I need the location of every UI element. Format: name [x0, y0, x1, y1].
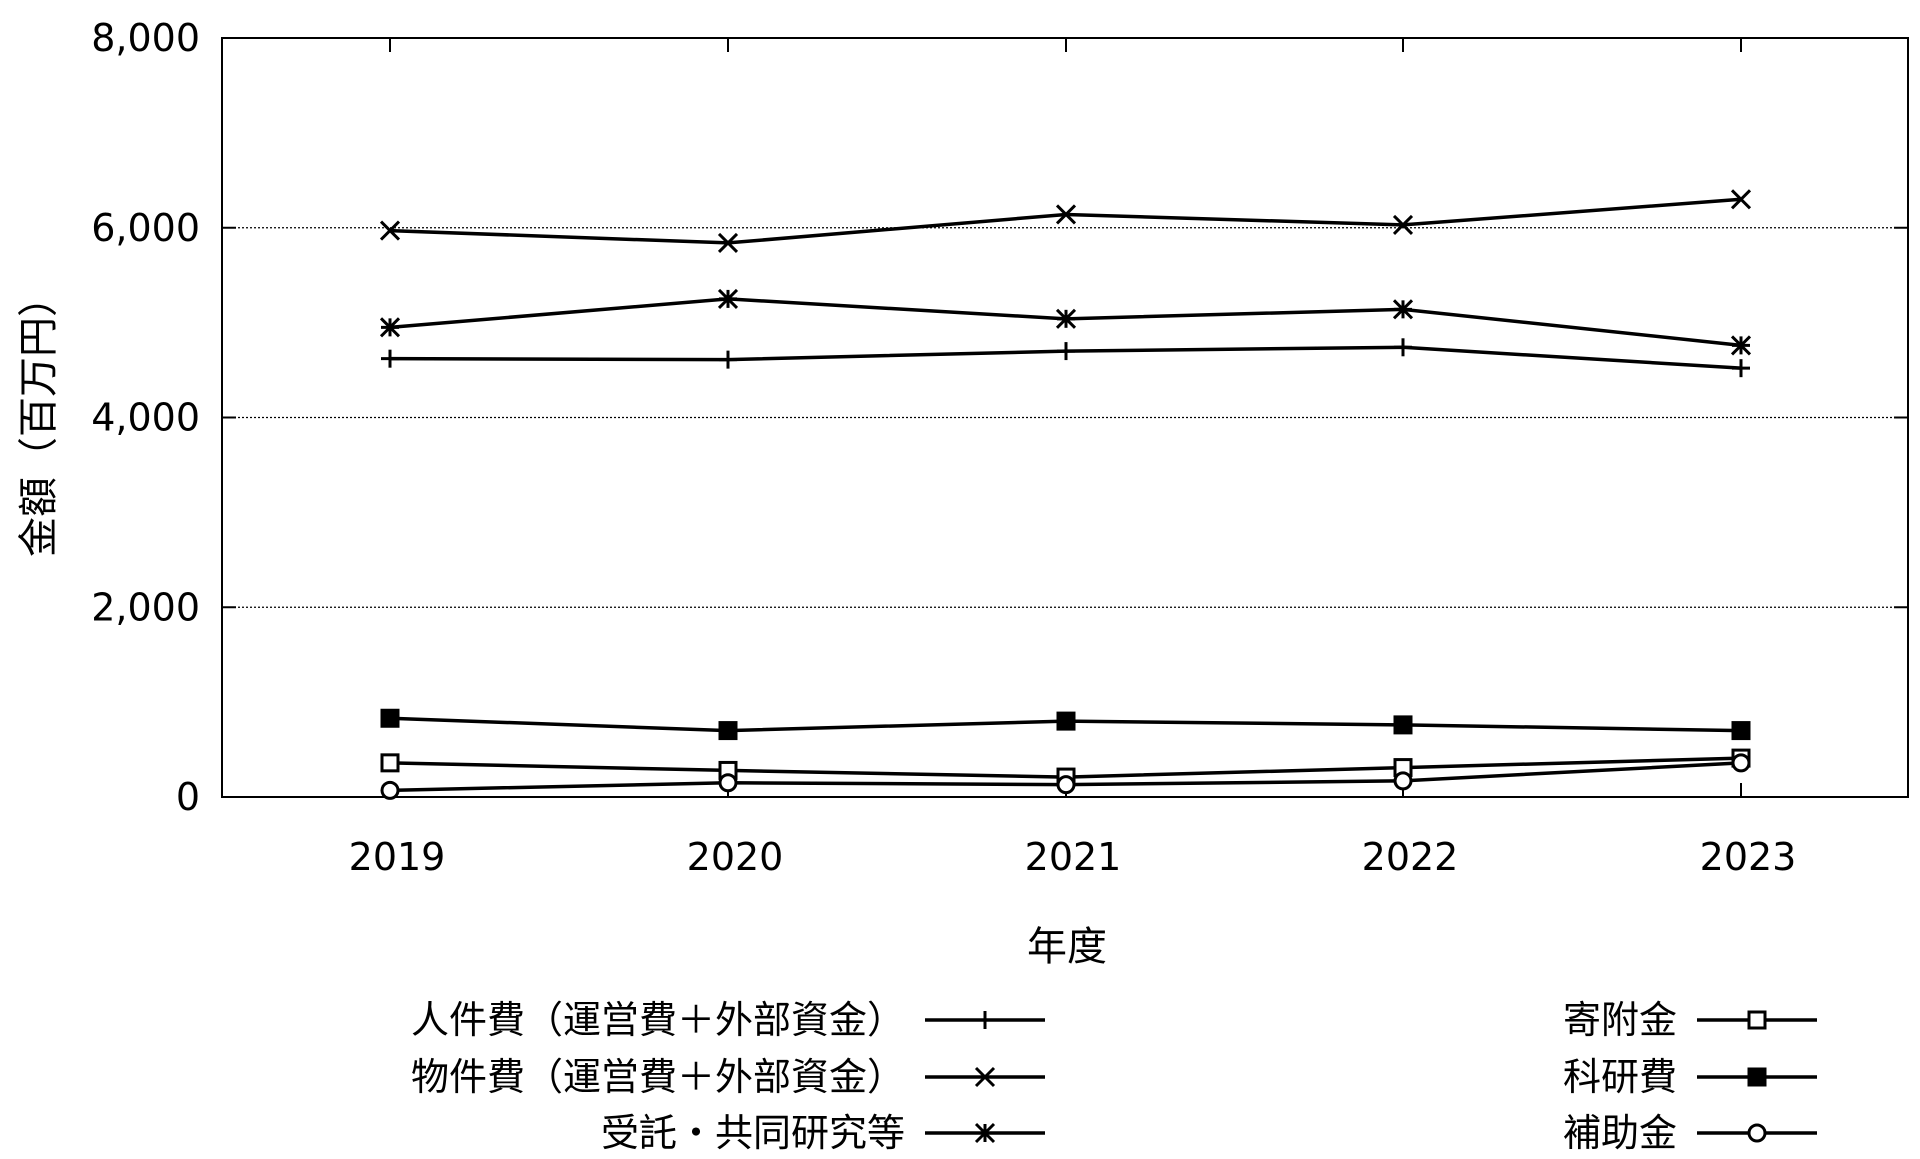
series-cross — [379, 189, 1752, 253]
series-line — [389, 197, 1742, 245]
marker-cross — [1055, 204, 1077, 225]
x-tick-label: 2021 — [1025, 835, 1122, 879]
x-tick-label: 2019 — [349, 835, 446, 879]
marker-square-filled — [380, 708, 400, 728]
marker-star — [974, 1122, 996, 1144]
marker-square-filled — [1747, 1067, 1767, 1087]
marker-star — [1055, 308, 1077, 329]
marker-circle-open — [718, 773, 738, 793]
legend-label: 受託・共同研究等 — [601, 1111, 905, 1155]
legend-item: 物件費（運営費＋外部資金） — [411, 1055, 1045, 1099]
legend-label: 科研費 — [1563, 1055, 1677, 1099]
marker-square-filled — [1731, 721, 1751, 741]
marker-circle-open — [380, 780, 400, 800]
y-tick-label: 4,000 — [91, 396, 200, 440]
marker-square-open — [1747, 1010, 1767, 1030]
legend-item: 寄附金 — [1563, 998, 1817, 1042]
legend-label: 人件費（運営費＋外部資金） — [411, 998, 905, 1042]
marker-star — [379, 317, 401, 338]
y-tick-label: 0 — [176, 775, 200, 819]
marker-circle-open — [1747, 1123, 1767, 1143]
series-square-filled — [380, 708, 1751, 741]
series-group — [379, 189, 1752, 800]
marker-circle-open — [1731, 753, 1751, 773]
series-circle-open — [380, 753, 1751, 800]
x-tick-label: 2020 — [687, 835, 784, 879]
y-tick-label: 6,000 — [91, 206, 200, 250]
marker-square-filled — [1393, 715, 1413, 735]
marker-cross — [974, 1066, 996, 1088]
legend-label: 寄附金 — [1563, 998, 1677, 1042]
marker-star — [1392, 299, 1414, 320]
marker-circle-open — [1056, 775, 1076, 795]
y-tick-label: 8,000 — [91, 16, 200, 60]
y-axis-title: 金額（百万円） — [16, 277, 62, 557]
legend-item: 科研費 — [1563, 1055, 1817, 1099]
marker-cross — [1730, 189, 1752, 210]
marker-star — [717, 288, 739, 309]
marker-cross — [1392, 214, 1414, 235]
x-tick-label: 2023 — [1700, 835, 1797, 879]
marker-square-filled — [718, 721, 738, 741]
marker-square-open — [380, 753, 400, 773]
series-plus — [381, 338, 1750, 378]
axes: 0 2,000 4,000 6,000 8,000 2019 2020 2021 2022 202… — [91, 16, 1909, 879]
series-star — [379, 288, 1752, 356]
marker-square-filled — [1056, 711, 1076, 731]
marker-cross — [717, 232, 739, 253]
legend-label: 補助金 — [1563, 1111, 1677, 1155]
legend-label: 物件費（運営費＋外部資金） — [411, 1055, 905, 1099]
marker-cross — [379, 220, 401, 241]
legend: 人件費（運営費＋外部資金） 物件費（運営費＋外部資金） 受託・共同研究等 寄附金科研費… — [411, 998, 1817, 1155]
legend-item: 補助金 — [1563, 1111, 1817, 1155]
legend-item: 受託・共同研究等 — [601, 1111, 1045, 1155]
x-axis-title: 年度 — [1027, 924, 1107, 970]
x-tick-label: 2022 — [1362, 835, 1459, 879]
marker-star — [1730, 335, 1752, 356]
marker-circle-open — [1393, 771, 1413, 791]
legend-item: 人件費（運営費＋外部資金） — [411, 998, 1045, 1042]
grid-lines — [222, 227, 1908, 608]
y-tick-label: 2,000 — [91, 585, 200, 629]
